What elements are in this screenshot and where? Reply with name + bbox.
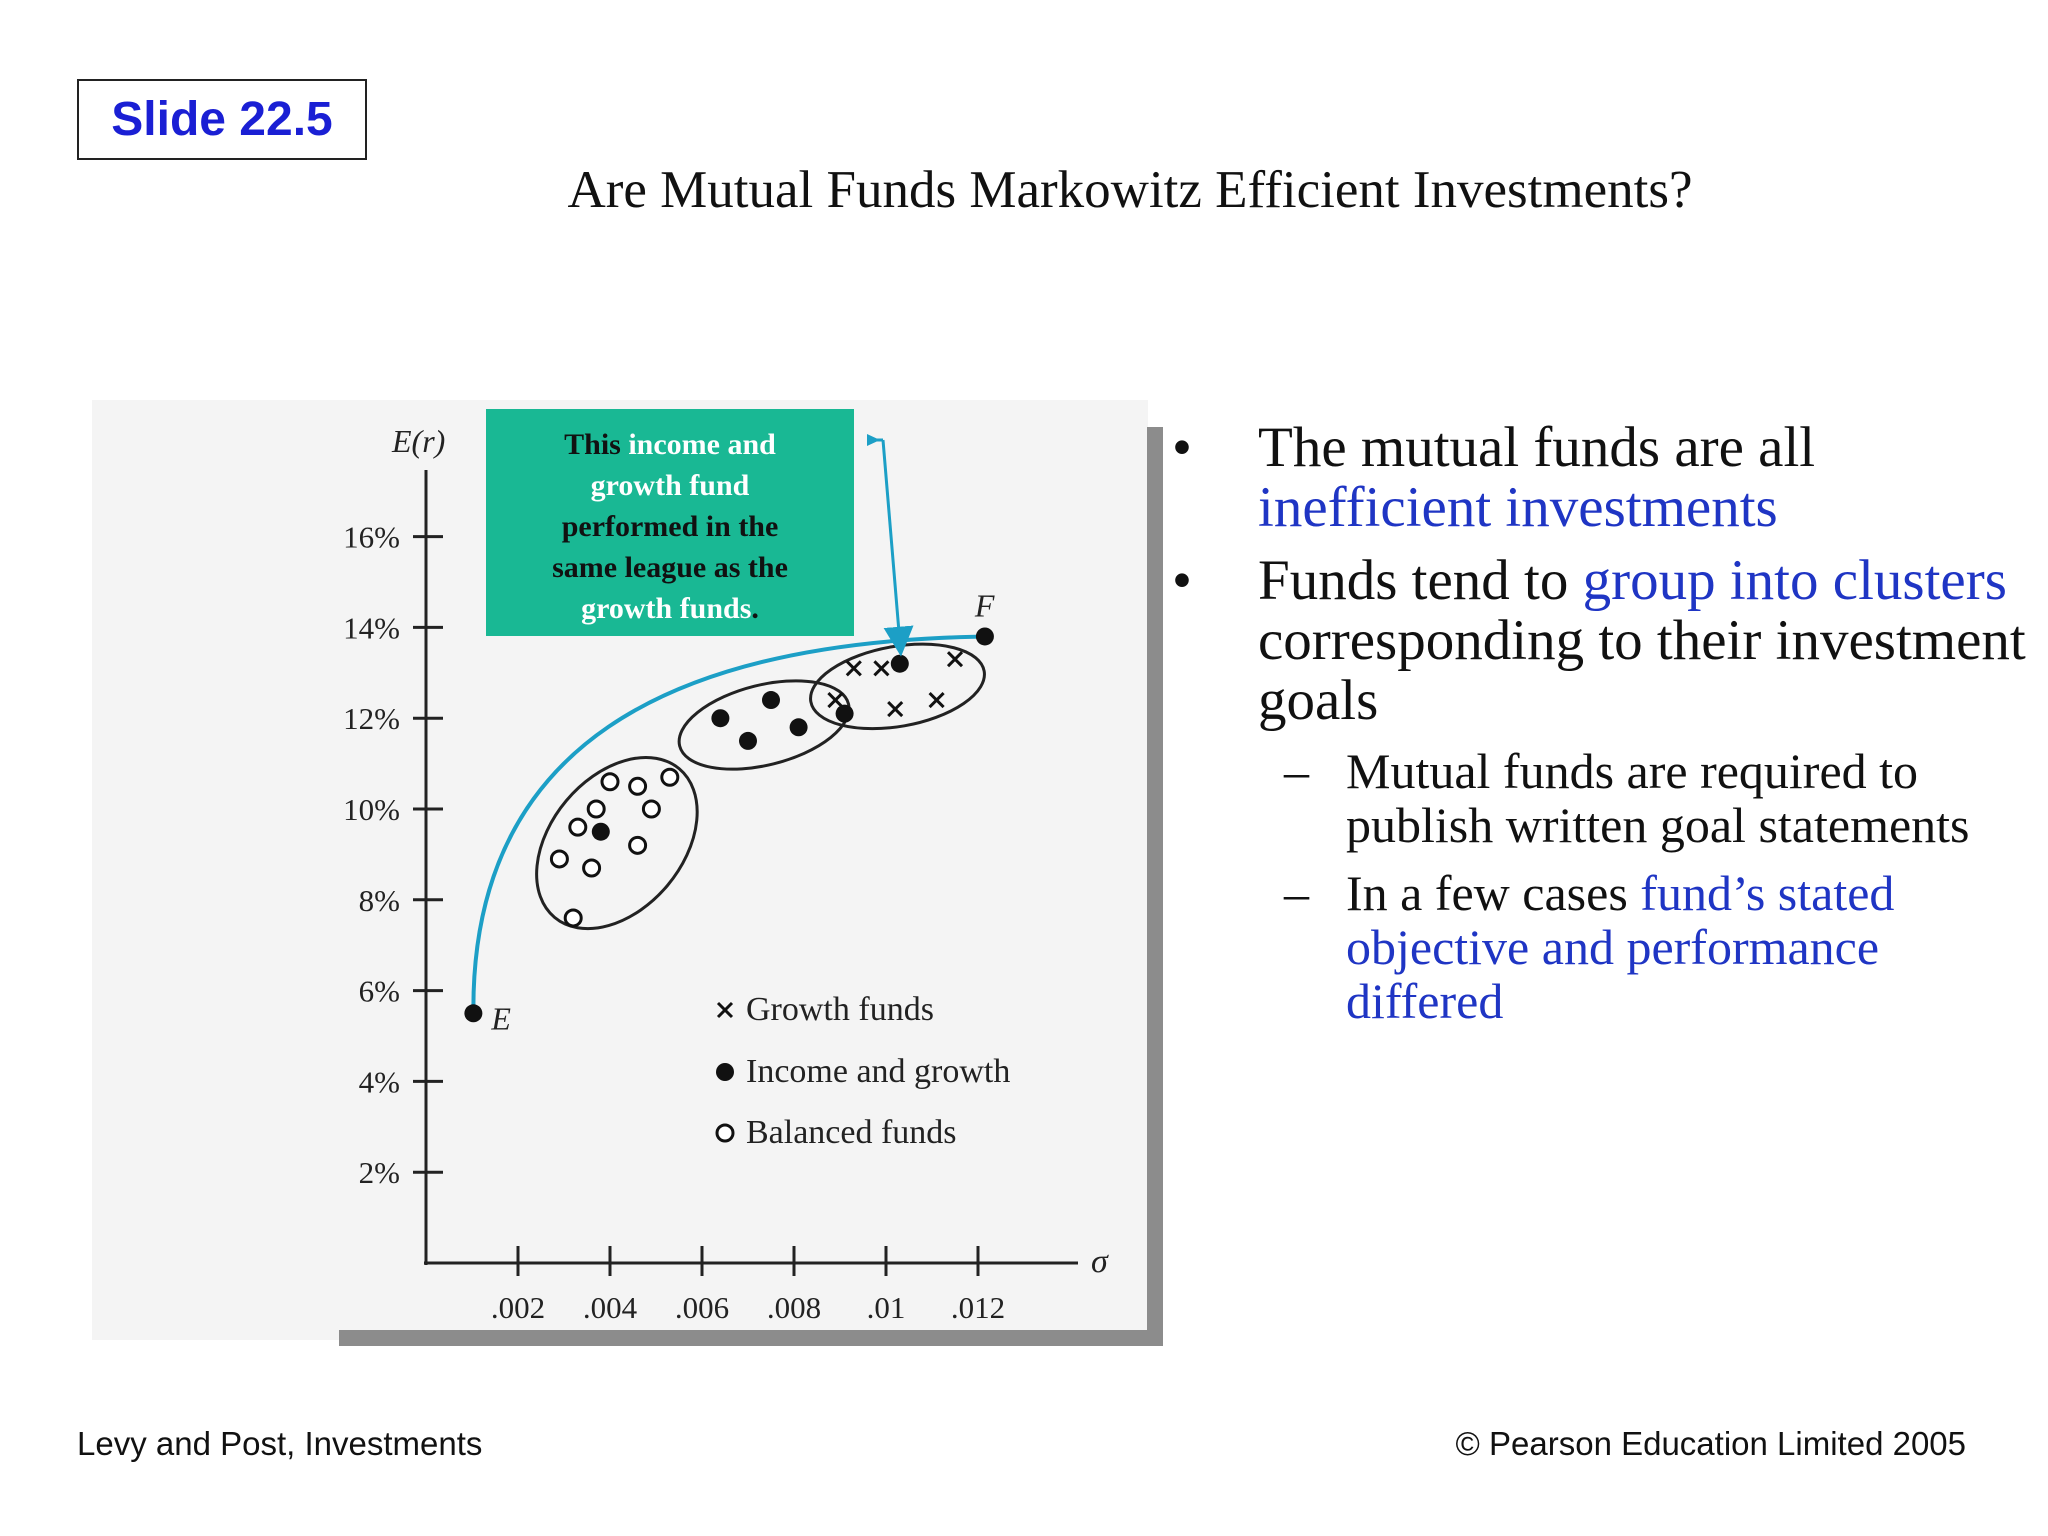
bullet-list: • The mutual funds are all inefficient i… (1172, 418, 2032, 1042)
x-marker-stroke (827, 691, 844, 709)
callout-text: growth fund (591, 469, 750, 502)
sub-bullet-text: Mutual funds are required to publish wri… (1346, 743, 1970, 853)
income-growth-point (739, 731, 757, 750)
slide-number-box: Slide 22.5 (77, 79, 367, 160)
footer-source: Levy and Post, Investments (77, 1425, 483, 1462)
bullet-text: Funds tend to (1258, 549, 1583, 612)
balanced-fund-point (563, 908, 583, 928)
income-growth-point (789, 718, 808, 737)
sub-bullet-highlight: fund’s stated objective and performance … (1346, 865, 1895, 1029)
y-tick-label: 4% (359, 1064, 400, 1099)
growth-fund-point (887, 701, 904, 718)
bullet-text: The mutual funds are all (1258, 416, 1816, 479)
balanced-fund-point (641, 799, 661, 819)
callout-line: performed in the (562, 510, 779, 543)
balanced-fund-point (582, 858, 602, 878)
legend-marker (716, 1001, 734, 1019)
balanced-fund-point (600, 772, 620, 792)
balanced-fund-point (586, 799, 606, 819)
y-tick-label: 2% (359, 1155, 400, 1190)
x-marker-stroke (928, 691, 945, 709)
balanced-cluster (535, 755, 699, 931)
figure-shadow-bottom (339, 1330, 1163, 1346)
income-growth-cluster (677, 679, 851, 771)
y-tick-label: 6% (359, 974, 400, 1009)
y-tick-label: 14% (343, 610, 400, 645)
frontier-start-label: E (490, 1000, 511, 1036)
legend-marker (715, 1123, 735, 1143)
slide-number: Slide 22.5 (111, 93, 333, 146)
income-growth-point (591, 822, 610, 841)
bullet-item: • Funds tend to group into clusters corr… (1172, 551, 2032, 731)
sub-bullet-item: – In a few cases fund’s stated objective… (1172, 866, 2032, 1028)
frontier-end-point (975, 627, 994, 646)
callout-text: growth funds (581, 592, 751, 625)
x-marker-stroke (887, 701, 904, 718)
bullet-highlight: group into clusters (1582, 549, 2007, 612)
balanced-fund-point (568, 817, 588, 837)
x-tick-label: .012 (951, 1290, 1005, 1325)
x-axis-label: σ (1091, 1243, 1109, 1280)
callout-text: . (751, 592, 759, 625)
legend-label: Income and growth (746, 1053, 1010, 1090)
sub-bullet-marker: – (1284, 743, 1309, 799)
y-axis-label: E(r) (391, 423, 445, 459)
callout-line: growth funds. (581, 592, 759, 625)
footer-copyright: © Pearson Education Limited 2005 (1455, 1425, 1966, 1462)
x-marker-stroke (845, 660, 862, 677)
balanced-fund-point (628, 835, 648, 855)
sub-bullet-marker: – (1284, 865, 1309, 921)
callout-line: growth fund (591, 469, 750, 502)
callout-text: performed in the (562, 510, 779, 543)
income-growth-point (835, 704, 854, 723)
growth-fund-point (873, 660, 890, 677)
legend-label: Balanced funds (746, 1114, 957, 1151)
sub-bullet-item: – Mutual funds are required to publish w… (1172, 744, 2032, 852)
slide-title: Are Mutual Funds Markowitz Efficient Inv… (567, 161, 1693, 219)
bullet-marker: • (1172, 549, 1192, 612)
callout-line: same league as the (552, 551, 788, 584)
balanced-fund-point (660, 767, 680, 787)
efficient-frontier-curve (471, 634, 985, 1009)
income-growth-point (711, 709, 730, 728)
x-tick-label: .01 (867, 1290, 906, 1325)
bullet-text: corresponding to their investment goals (1258, 609, 2026, 732)
x-tick-label: .008 (767, 1290, 821, 1325)
y-tick-label: 10% (343, 792, 400, 827)
callout-box (486, 409, 854, 636)
growth-fund-point (928, 691, 945, 709)
legend-label: Growth funds (746, 991, 934, 1028)
y-tick-label: 8% (359, 883, 400, 918)
frontier-end-label: F (974, 587, 995, 623)
figure-shadow-right (1147, 427, 1163, 1346)
income-growth-point (762, 691, 780, 710)
x-tick-label: .002 (491, 1290, 545, 1325)
y-tick-label: 12% (343, 701, 400, 736)
bullet-highlight: inefficient investments (1258, 476, 1778, 539)
legend-marker (716, 1063, 734, 1081)
balanced-fund-point (549, 849, 569, 869)
callout-text: This (564, 428, 628, 461)
growth-fund-point (946, 651, 964, 668)
callout-text: income and (628, 428, 776, 461)
income-growth-point (890, 654, 909, 673)
callout-text: same league as the (552, 551, 788, 584)
bullet-marker: • (1172, 416, 1192, 479)
sub-bullet-text: In a few cases (1346, 865, 1641, 921)
x-marker-stroke (946, 651, 964, 668)
callout-line: This income and (564, 428, 776, 461)
bullet-item: • The mutual funds are all inefficient i… (1172, 418, 2032, 538)
x-tick-label: .006 (675, 1290, 729, 1325)
y-tick-label: 16% (343, 520, 400, 555)
x-tick-label: .004 (583, 1290, 638, 1325)
growth-fund-point (827, 691, 844, 709)
growth-fund-point (845, 660, 862, 677)
callout-arrow (881, 439, 914, 657)
x-marker-stroke (873, 660, 890, 677)
x-marker-stroke (716, 1001, 734, 1019)
frontier-start-point (464, 1004, 483, 1023)
balanced-fund-point (628, 776, 648, 796)
